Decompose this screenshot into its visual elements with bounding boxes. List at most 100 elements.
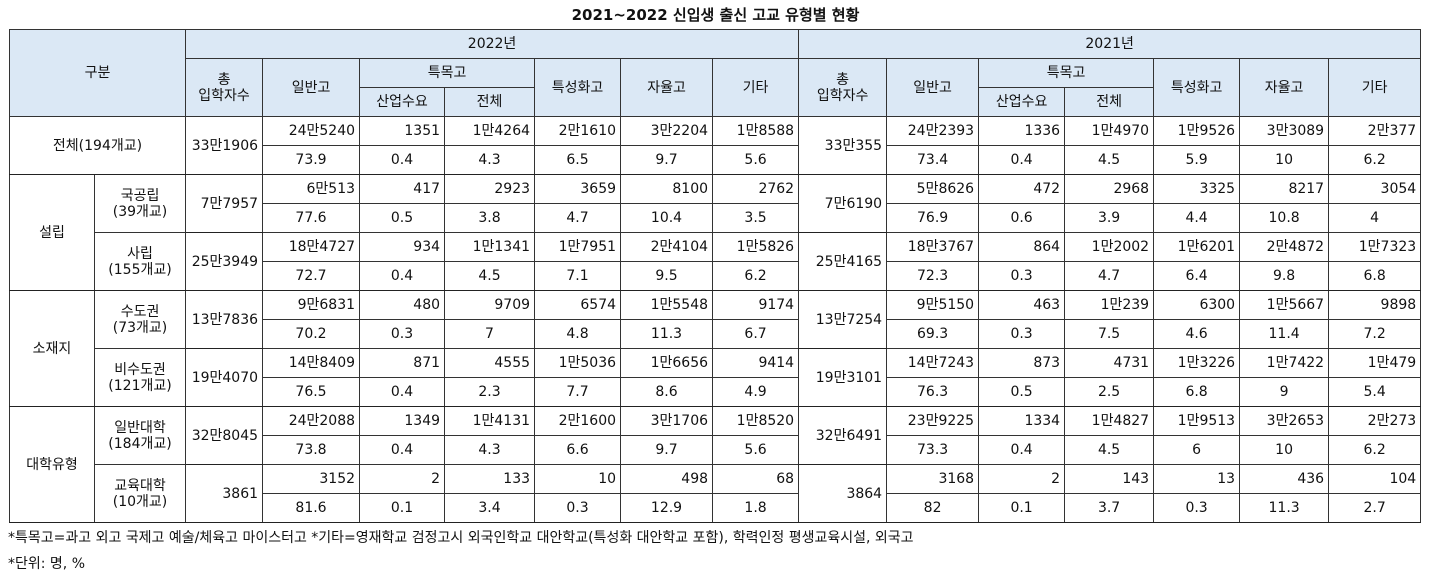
percent-cell: 0.3 [978, 261, 1066, 291]
count-cell: 1만4264 [444, 116, 536, 146]
subgroup-label: 사립 (155개교) [93, 232, 187, 291]
percent-cell: 2.3 [444, 377, 536, 407]
count-cell: 6574 [534, 290, 622, 320]
total-admissions-cell: 25만3949 [185, 232, 264, 291]
subgroup-label-line: (39개교) [112, 203, 168, 220]
count-cell: 3152 [262, 464, 361, 494]
count-cell: 1336 [978, 116, 1066, 146]
count-cell: 24만2088 [262, 406, 361, 436]
count-cell: 1만5826 [712, 232, 800, 262]
percent-cell: 3.4 [444, 493, 536, 523]
percent-cell: 5.6 [712, 145, 800, 175]
subgroup-label-line: 일반대학 [114, 419, 166, 436]
footnote-definitions: *특목고=과고 외고 국제고 예술/체육고 마이스터고 *기타=영재학교 검정고… [8, 530, 914, 546]
count-cell: 1만2002 [1064, 232, 1155, 262]
count-cell: 23만9225 [886, 406, 980, 436]
count-cell: 2만377 [1328, 116, 1422, 146]
subgroup-label: 수도권 (73개교) [93, 290, 187, 349]
total-admissions-header-2022-line: 입학자수 [198, 87, 250, 104]
percent-cell: 8.6 [620, 377, 714, 407]
percent-cell: 3.7 [1064, 493, 1155, 523]
percent-cell: 6.2 [712, 261, 800, 291]
category-header: 구분 [8, 29, 187, 117]
count-cell: 1만4131 [444, 406, 536, 436]
count-cell: 1만8588 [712, 116, 800, 146]
percent-cell: 0.3 [978, 319, 1066, 349]
count-cell: 9174 [712, 290, 800, 320]
percent-cell: 9.5 [620, 261, 714, 291]
percent-cell: 7 [444, 319, 536, 349]
subgroup-label: 국공립 (39개교) [93, 174, 187, 233]
count-cell: 4731 [1064, 348, 1155, 378]
percent-cell: 0.4 [359, 435, 446, 465]
count-cell: 9만5150 [886, 290, 980, 320]
count-cell: 24만5240 [262, 116, 361, 146]
subgroup-label-line: 수도권 [120, 303, 160, 320]
percent-cell: 7.5 [1064, 319, 1155, 349]
total-admissions-header-2022-line: 총 [217, 71, 231, 88]
percent-cell: 4.8 [534, 319, 622, 349]
percent-cell: 0.4 [359, 261, 446, 291]
count-cell: 1만1341 [444, 232, 536, 262]
total-admissions-cell: 13만7836 [185, 290, 264, 349]
percent-cell: 73.4 [886, 145, 980, 175]
count-cell: 934 [359, 232, 446, 262]
total-admissions-cell: 19만3101 [798, 348, 888, 407]
count-cell: 463 [978, 290, 1066, 320]
subgroup-label: 비수도권 (121개교) [93, 348, 187, 407]
count-cell: 472 [978, 174, 1066, 204]
count-cell: 498 [620, 464, 714, 494]
count-cell: 9709 [444, 290, 536, 320]
percent-cell: 77.6 [262, 203, 361, 233]
count-cell: 1만239 [1064, 290, 1155, 320]
percent-cell: 3.8 [444, 203, 536, 233]
count-cell: 1만4827 [1064, 406, 1155, 436]
count-cell: 2 [978, 464, 1066, 494]
percent-cell: 6.8 [1153, 377, 1241, 407]
percent-cell: 7.1 [534, 261, 622, 291]
count-cell: 1만6201 [1153, 232, 1241, 262]
count-cell: 2 [359, 464, 446, 494]
count-cell: 9898 [1328, 290, 1422, 320]
general-header-2022: 일반고 [262, 58, 361, 117]
percent-cell: 82 [886, 493, 980, 523]
autonomous-header-2021: 자율고 [1239, 58, 1330, 117]
count-cell: 873 [978, 348, 1066, 378]
group-label: 설립 [9, 174, 95, 291]
count-cell: 871 [359, 348, 446, 378]
percent-cell: 0.1 [978, 493, 1066, 523]
count-cell: 1만7422 [1239, 348, 1330, 378]
special-header-2022: 특목고 [359, 58, 536, 88]
percent-cell: 76.9 [886, 203, 980, 233]
count-cell: 1334 [978, 406, 1066, 436]
total-admissions-header-2022: 총 입학자수 [185, 58, 264, 117]
total-admissions-cell: 32만8045 [185, 406, 264, 465]
percent-cell: 4.5 [1064, 435, 1155, 465]
percent-cell: 3.5 [712, 203, 800, 233]
total-admissions-cell: 33만355 [798, 116, 888, 175]
percent-cell: 9 [1239, 377, 1330, 407]
percent-cell: 0.6 [978, 203, 1066, 233]
percent-cell: 4.5 [444, 261, 536, 291]
count-cell: 1만4970 [1064, 116, 1155, 146]
percent-cell: 72.3 [886, 261, 980, 291]
percent-cell: 72.7 [262, 261, 361, 291]
count-cell: 1만5036 [534, 348, 622, 378]
count-cell: 480 [359, 290, 446, 320]
count-cell: 2만1600 [534, 406, 622, 436]
percent-cell: 4.4 [1153, 203, 1241, 233]
count-cell: 2762 [712, 174, 800, 204]
subgroup-label-line: (10개교) [112, 493, 168, 510]
count-cell: 1만479 [1328, 348, 1422, 378]
specialized-header-2022: 특성화고 [534, 58, 622, 117]
total-admissions-cell: 7만6190 [798, 174, 888, 233]
special-industry-header-2021: 산업수요 [978, 87, 1066, 117]
year-2021-header: 2021년 [798, 29, 1422, 59]
count-cell: 4555 [444, 348, 536, 378]
percent-cell: 9.7 [620, 435, 714, 465]
count-cell: 864 [978, 232, 1066, 262]
subgroup-label-line: (121개교) [108, 377, 172, 394]
count-cell: 2968 [1064, 174, 1155, 204]
table-title: 2021~2022 신입생 출신 고교 유형별 현황 [571, 6, 860, 24]
percent-cell: 4.7 [1064, 261, 1155, 291]
